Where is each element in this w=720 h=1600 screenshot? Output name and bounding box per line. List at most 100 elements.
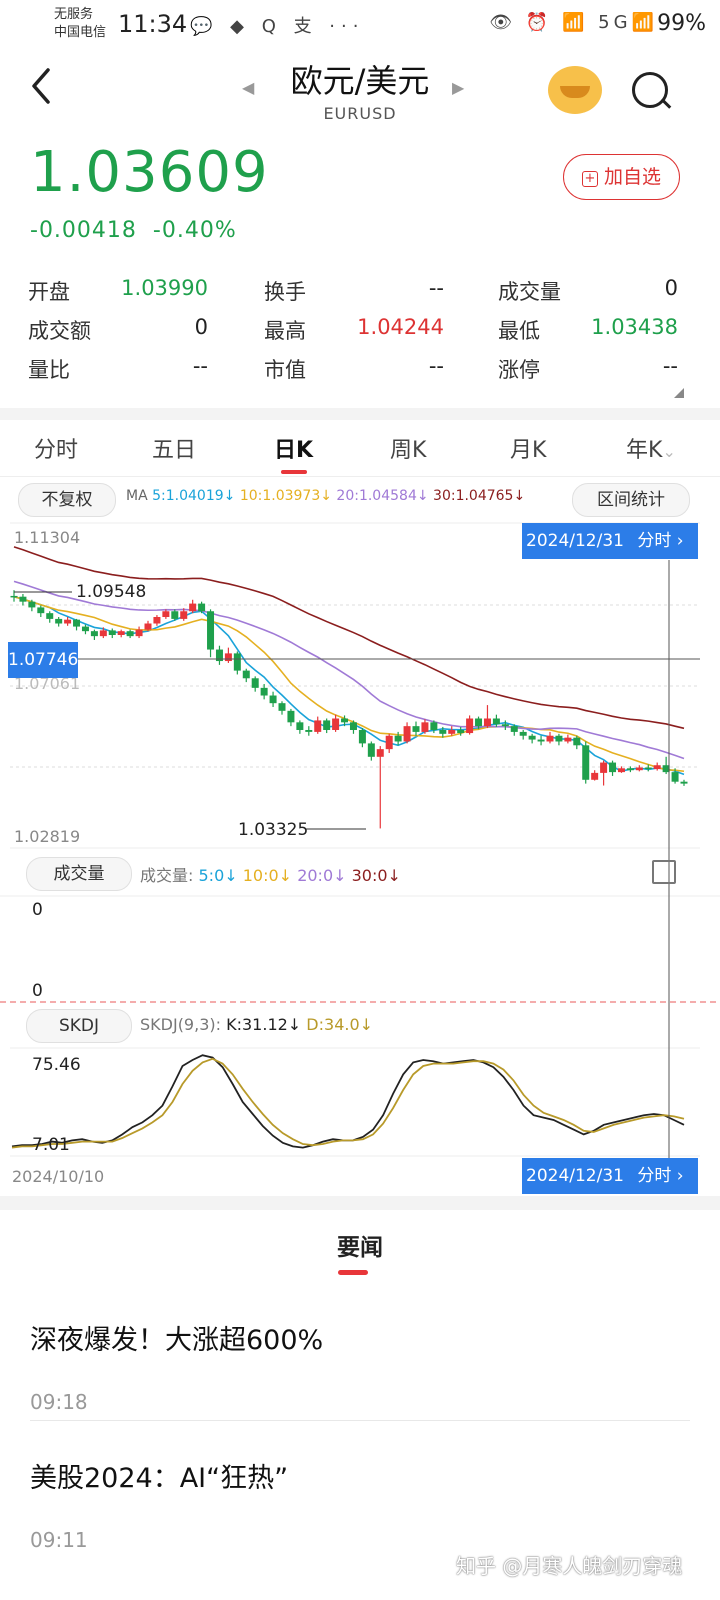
skdj-lines bbox=[11, 1054, 685, 1149]
candle-body bbox=[626, 768, 634, 771]
candle-body bbox=[144, 623, 152, 630]
candle-body bbox=[537, 739, 545, 742]
candle-body bbox=[108, 630, 116, 635]
tab-yearly-k[interactable]: 年K⌄ bbox=[626, 432, 676, 464]
stat-value: -- bbox=[428, 354, 444, 378]
candle-body bbox=[385, 735, 393, 750]
candle-body bbox=[564, 737, 572, 742]
ma20-line bbox=[13, 580, 685, 760]
candle-body bbox=[475, 718, 483, 727]
carrier-status: 无服务 bbox=[54, 7, 94, 22]
next-symbol-icon[interactable]: ▶ bbox=[452, 78, 465, 97]
stat-value: 1.03438 bbox=[591, 315, 678, 339]
indicator-select-label: SKDJ bbox=[58, 1016, 100, 1036]
news-item-time: 09:11 bbox=[30, 1528, 88, 1552]
clock: 11:34 bbox=[118, 10, 188, 38]
candle-body bbox=[81, 626, 89, 632]
candle-body bbox=[153, 616, 161, 624]
candle-body bbox=[644, 767, 652, 770]
stat-value: -- bbox=[192, 354, 208, 378]
carrier-name: 中国电信 bbox=[54, 25, 107, 40]
candle-body bbox=[412, 726, 420, 732]
candle-body bbox=[573, 737, 581, 746]
stat-label: 开盘 bbox=[28, 280, 70, 304]
candle-body bbox=[73, 619, 81, 627]
ma30-line bbox=[13, 546, 685, 730]
stat-label: 涨停 bbox=[498, 358, 540, 382]
chevron-down-icon: ⌄ bbox=[662, 442, 676, 461]
volume-label: 成交量: bbox=[140, 866, 194, 885]
tab-weekly-k[interactable]: 周K bbox=[390, 438, 427, 463]
tab-five-day[interactable]: 五日 bbox=[152, 438, 197, 463]
candle-body bbox=[117, 631, 125, 635]
adjust-select[interactable]: 不复权 bbox=[18, 483, 116, 517]
skdj-legend: SKDJ(9,3): K:31.12↓ D:34.0↓ bbox=[140, 1015, 373, 1034]
news-tab-indicator bbox=[338, 1270, 368, 1275]
volume-top: 0 bbox=[32, 900, 43, 920]
candle-body bbox=[55, 618, 63, 624]
candle-body bbox=[99, 630, 107, 637]
expand-corner-icon[interactable] bbox=[674, 388, 684, 398]
skdj-label: SKDJ(9,3): bbox=[140, 1015, 222, 1034]
candle-body bbox=[305, 729, 313, 732]
skdj-k-line bbox=[11, 1054, 685, 1149]
chevron-left-icon[interactable] bbox=[28, 66, 54, 112]
candle-body bbox=[180, 611, 188, 619]
edit-icon[interactable] bbox=[652, 860, 676, 884]
indicator-select[interactable]: SKDJ bbox=[26, 1009, 132, 1043]
candle-body bbox=[233, 653, 241, 671]
add-watchlist-label: 加自选 bbox=[604, 166, 662, 188]
candle-body bbox=[662, 765, 670, 773]
candle-body bbox=[37, 607, 45, 614]
tab-timeshare[interactable]: 分时 bbox=[34, 438, 79, 463]
ma-legend: MA 5:1.04019↓ 10:1.03973↓ 20:1.04584↓ 30… bbox=[126, 488, 525, 504]
tab-daily-k[interactable]: 日K bbox=[274, 438, 314, 463]
cursor-date-top[interactable]: 2024/12/31 分时 › bbox=[522, 523, 698, 559]
stats-grid: 开盘 1.03990 换手 -- 成交量 0 成交额 0 最高 1.04244 … bbox=[0, 270, 720, 390]
candle-body bbox=[421, 722, 429, 732]
volume-select[interactable]: 成交量 bbox=[26, 857, 132, 891]
candle-body bbox=[546, 735, 554, 742]
candle-body bbox=[671, 772, 679, 782]
kline-chart[interactable] bbox=[0, 520, 720, 1200]
add-watchlist-button[interactable]: + 加自选 bbox=[563, 154, 680, 200]
skdj-bottom: 7.01 bbox=[32, 1135, 70, 1155]
news-item-title[interactable]: 美股2024：AI“狂热” bbox=[30, 1463, 289, 1494]
candle-body bbox=[448, 729, 456, 734]
mascot-icon[interactable] bbox=[548, 66, 602, 114]
candle-body bbox=[278, 703, 286, 711]
stat-label: 成交额 bbox=[28, 319, 91, 343]
candle-body bbox=[635, 767, 643, 771]
candle-body bbox=[439, 729, 447, 734]
candle-body bbox=[376, 749, 384, 757]
carrier-info: 无服务 中国电信 bbox=[54, 6, 106, 42]
news-item-title[interactable]: 深夜爆发！大涨超600% bbox=[30, 1325, 324, 1356]
candle-body bbox=[251, 678, 259, 688]
tab-monthly-k[interactable]: 月K bbox=[510, 438, 547, 463]
candle-body bbox=[582, 745, 590, 780]
stat-value: 1.03990 bbox=[121, 276, 208, 300]
ma10-value: 10:1.03973↓ bbox=[239, 488, 332, 504]
section-separator bbox=[0, 408, 720, 420]
news-section-title[interactable]: 要闻 bbox=[337, 1235, 383, 1261]
candle-body bbox=[341, 718, 349, 723]
candle-body bbox=[609, 762, 617, 773]
chevron-right-icon: › bbox=[676, 531, 684, 551]
cursor-date-bottom[interactable]: 2024/12/31 分时 › bbox=[522, 1158, 698, 1194]
y-axis-bottom: 1.02819 bbox=[14, 827, 81, 846]
candle-body bbox=[492, 718, 500, 725]
ma5-value: 5:1.04019↓ bbox=[152, 488, 236, 504]
candle-body bbox=[64, 619, 72, 624]
candle-body bbox=[126, 631, 134, 637]
max-price-label: 1.09548 bbox=[76, 582, 147, 602]
skdj-top: 75.46 bbox=[32, 1055, 81, 1075]
stat-label: 量比 bbox=[28, 358, 70, 382]
candle-body bbox=[28, 601, 36, 608]
range-stats-button[interactable]: 区间统计 bbox=[572, 483, 690, 517]
search-icon[interactable] bbox=[632, 72, 668, 108]
candle-body bbox=[171, 611, 179, 619]
candle-body bbox=[207, 611, 215, 650]
crosshair-price: 1.07746 bbox=[8, 642, 78, 678]
candle-body bbox=[242, 670, 250, 679]
prev-symbol-icon[interactable]: ◀ bbox=[242, 78, 255, 97]
